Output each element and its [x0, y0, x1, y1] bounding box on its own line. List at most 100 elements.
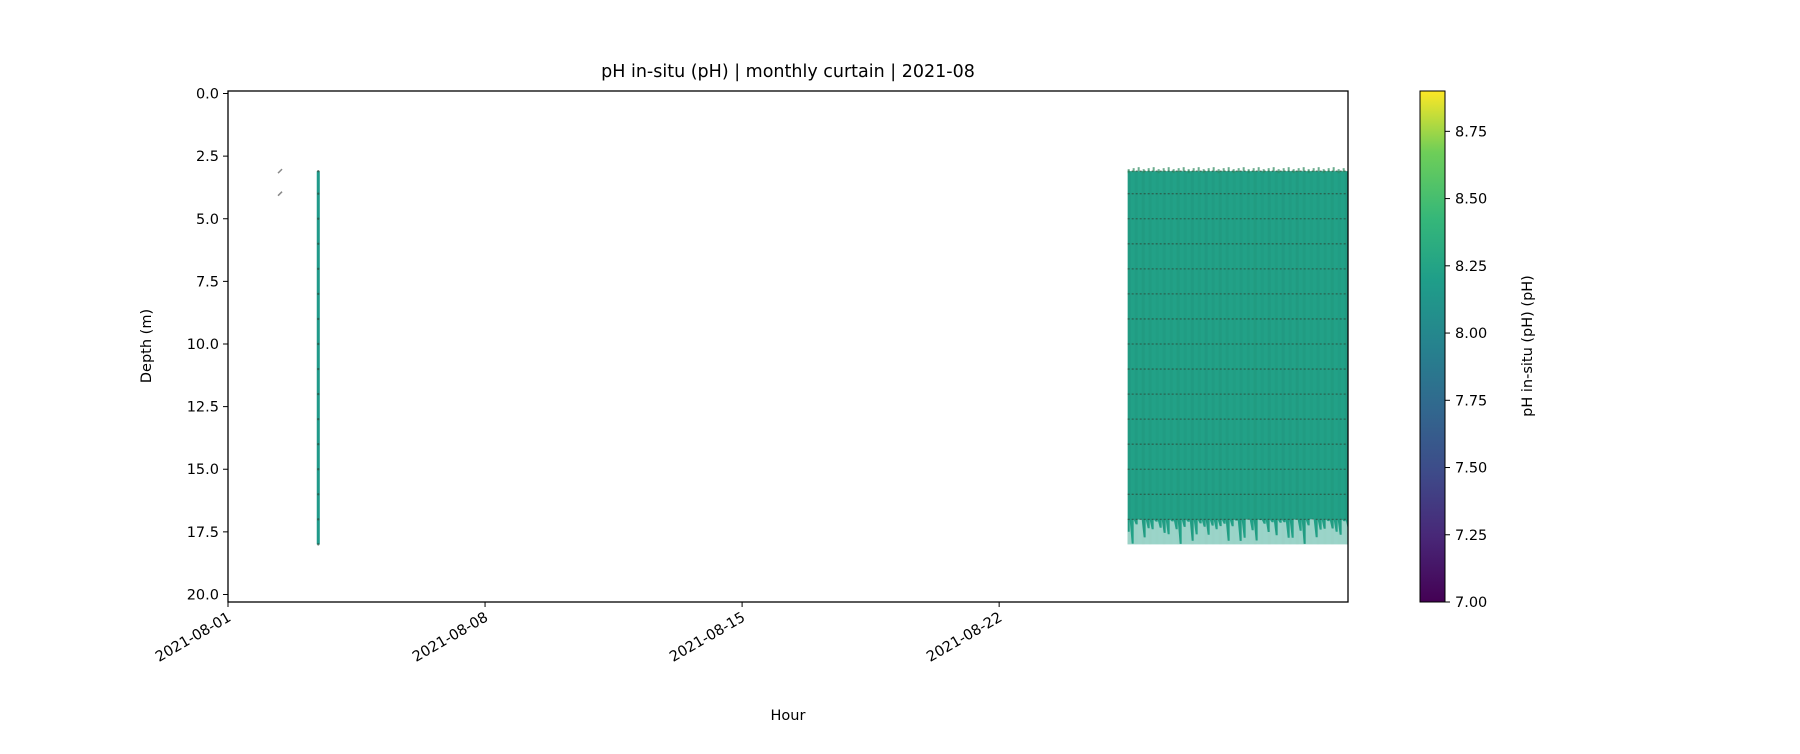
data-block-top-edge — [1242, 167, 1245, 172]
y-tick-label-4: 10.0 — [187, 337, 219, 353]
profile-point-13 — [317, 493, 320, 496]
data-block-top-edge — [1172, 169, 1175, 174]
y-tick-label-2: 5.0 — [196, 212, 219, 228]
colorbar-tick-label-7: 8.75 — [1455, 124, 1487, 140]
data-block-top-edge — [1227, 167, 1230, 172]
data-block-texture — [1344, 171, 1348, 545]
data-block-texture — [1162, 171, 1166, 545]
data-block-top-edge — [1322, 169, 1325, 174]
data-block-top-edge — [1197, 167, 1200, 172]
data-block-texture — [1316, 171, 1320, 545]
profile-point-15 — [317, 543, 320, 546]
data-block-top-edge — [1332, 167, 1335, 172]
data-block-texture — [1190, 171, 1194, 545]
data-block-top-edge — [1212, 167, 1215, 172]
data-block-top-edge — [1182, 167, 1185, 172]
data-block-texture — [1148, 171, 1152, 545]
y-tick-label-7: 17.5 — [187, 525, 219, 541]
y-tick-label-8: 20.0 — [187, 587, 219, 603]
colorbar-tick-label-3: 7.75 — [1455, 393, 1487, 409]
data-block-top-edge — [1282, 168, 1285, 173]
data-block-texture — [1232, 171, 1236, 545]
data-block-top-edge — [1297, 168, 1300, 173]
data-block-texture — [1253, 171, 1257, 545]
data-block-texture — [1141, 171, 1145, 545]
profile-point-12 — [317, 468, 320, 471]
data-block-texture — [1211, 171, 1215, 545]
x-tick-label-2: 2021-08-15 — [667, 610, 748, 666]
profile-point-8 — [317, 367, 320, 371]
profile-point-10 — [317, 417, 320, 421]
profile-point-0 — [317, 169, 320, 173]
data-block-texture — [1218, 171, 1222, 545]
x-tick-label-1: 2021-08-08 — [410, 610, 491, 666]
y-axis: 0.0 2.5 5.0 7.5 10.0 12.5 15.0 17.5 20.0 — [187, 87, 228, 603]
data-block-top-edge — [1272, 167, 1275, 172]
x-tick-label-3: 2021-08-22 — [924, 610, 1005, 666]
data-block-texture — [1274, 171, 1278, 545]
data-block-top-edge — [1137, 167, 1140, 172]
data-block-top-edge — [1152, 167, 1155, 172]
data-block-1 — [1127, 171, 1348, 545]
profile-point-11 — [317, 442, 320, 446]
profile-point-14 — [317, 518, 320, 521]
y-tick-label-1: 2.5 — [196, 149, 219, 165]
x-tick-label-0: 2021-08-01 — [153, 610, 234, 666]
data-block-top-edge — [1317, 167, 1320, 172]
data-block-top-edge — [1127, 169, 1130, 174]
data-block-bottom-edge — [1127, 519, 1348, 549]
colorbar-ticks: 7.00 7.25 7.50 7.75 8.00 8.25 8.50 8.75 — [1445, 124, 1487, 611]
data-block-texture — [1155, 171, 1159, 545]
data-block-top-edge — [1177, 168, 1180, 173]
y-tick-label-6: 15.0 — [187, 462, 219, 478]
data-block-texture — [1127, 171, 1131, 545]
colorbar — [1419, 90, 1446, 603]
data-block-top-edge — [1312, 168, 1315, 173]
data-block-top-edge — [1132, 168, 1135, 173]
data-block-texture — [1239, 171, 1243, 545]
data-block-texture — [1323, 171, 1327, 545]
data-block-top-edge — [1252, 168, 1255, 173]
data-block-top-edge — [1247, 169, 1250, 174]
plot-frame — [227, 90, 1349, 603]
colorbar-tick-label-2: 7.50 — [1455, 461, 1487, 477]
data-block-top-edge — [1232, 169, 1235, 174]
data-block-top-edge — [1142, 169, 1145, 174]
profile-point-7 — [317, 342, 320, 346]
data-block-top-edge — [1257, 167, 1260, 172]
data-block-texture — [1134, 171, 1138, 545]
stray-point-1 — [277, 191, 283, 197]
data-block-top-edge — [1222, 168, 1225, 173]
stray-point-0 — [277, 168, 283, 174]
data-block-texture — [1295, 171, 1299, 545]
data-block-top-edge — [1157, 169, 1160, 174]
profile-point-4 — [317, 267, 320, 271]
data-block-texture — [1302, 171, 1306, 545]
data-block-top-edge — [1237, 168, 1240, 173]
data-block-texture — [1246, 171, 1250, 545]
data-block-texture — [1288, 171, 1292, 545]
data-block-top-edge — [1287, 167, 1290, 172]
data-block-top-edge — [1342, 168, 1345, 173]
profile-point-9 — [317, 392, 320, 396]
data-block-top-edge — [1217, 169, 1220, 174]
data-block-top-edge — [1167, 167, 1170, 172]
data-block-texture — [1330, 171, 1334, 545]
data-block-top-edge — [1147, 168, 1150, 173]
data-block-top-edge — [1202, 169, 1205, 174]
colorbar-tick-label-5: 8.25 — [1455, 259, 1487, 275]
data-block-texture — [1169, 171, 1173, 545]
data-block-top-edge — [1192, 168, 1195, 173]
data-block-top-edge — [1267, 168, 1270, 173]
profile-point-5 — [317, 292, 320, 296]
data-block-texture — [1204, 171, 1208, 545]
colorbar-tick-label-1: 7.25 — [1455, 528, 1487, 544]
data-block-top-edge — [1207, 168, 1210, 173]
y-tick-label-3: 7.5 — [196, 274, 219, 290]
profile-point-1 — [317, 192, 320, 195]
data-block-texture — [1260, 171, 1264, 545]
y-axis-label: Depth (m) — [139, 309, 155, 383]
profile-point-3 — [317, 242, 320, 245]
data-block-top-edge — [1292, 169, 1295, 174]
chart-title: pH in-situ (pH) | monthly curtain | 2021… — [601, 62, 975, 82]
